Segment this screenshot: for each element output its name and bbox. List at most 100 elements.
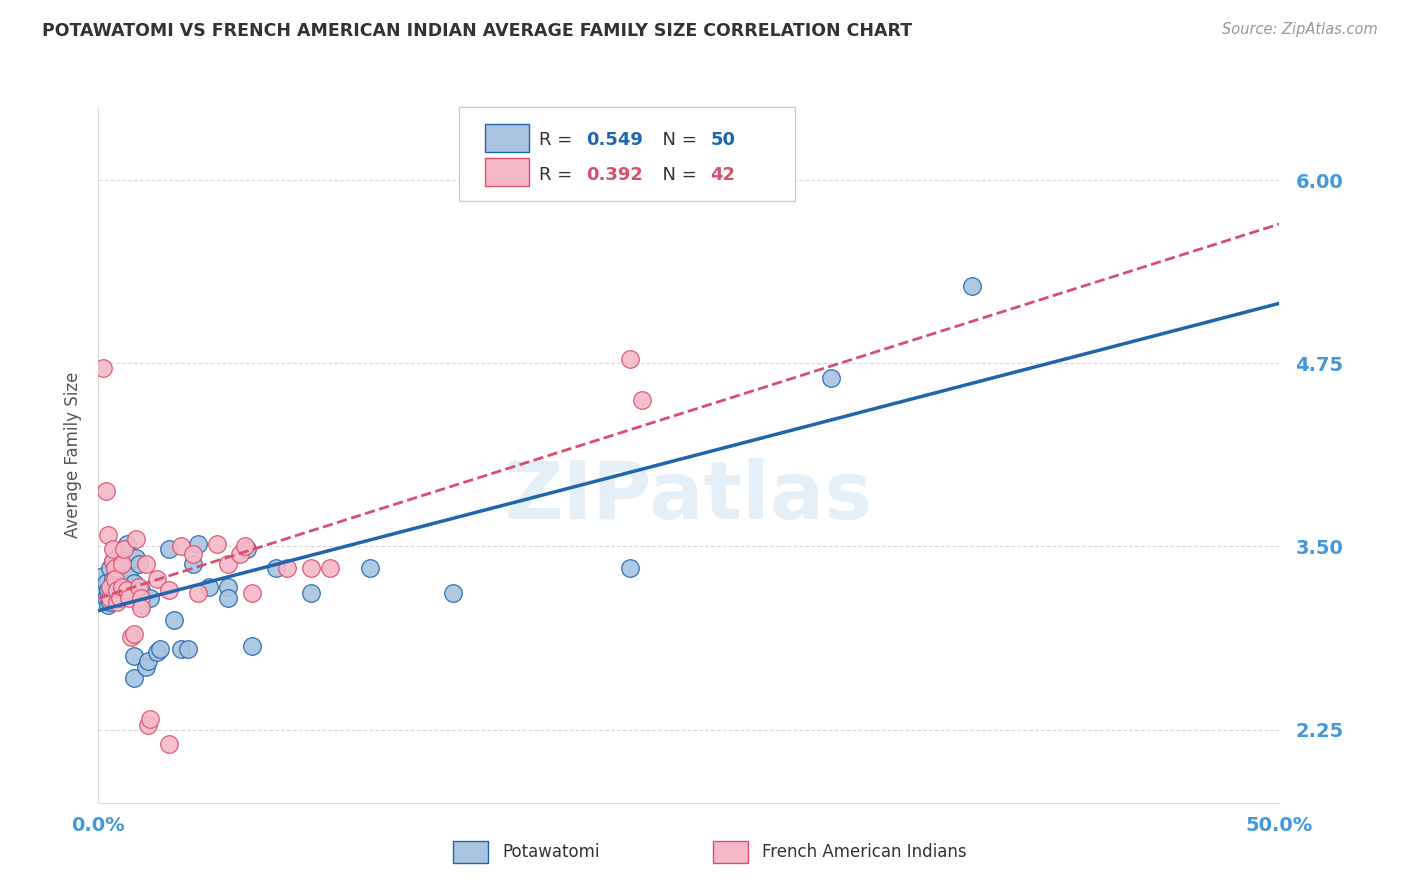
- Point: [135, 659, 157, 673]
- Point: [619, 351, 641, 366]
- Point: [136, 654, 159, 668]
- Point: [233, 540, 256, 554]
- Point: [146, 572, 169, 586]
- Point: [619, 561, 641, 575]
- Point: [101, 554, 124, 568]
- FancyBboxPatch shape: [713, 841, 748, 863]
- Point: [111, 557, 134, 571]
- Point: [122, 649, 145, 664]
- Point: [91, 568, 114, 582]
- Point: [128, 581, 150, 595]
- Point: [108, 591, 131, 605]
- Point: [105, 595, 128, 609]
- Point: [299, 561, 322, 575]
- Point: [121, 630, 143, 644]
- Point: [157, 737, 180, 751]
- Point: [115, 536, 138, 550]
- Point: [139, 712, 162, 726]
- Point: [146, 645, 169, 659]
- Point: [163, 613, 186, 627]
- Text: 50: 50: [710, 131, 735, 149]
- Point: [319, 561, 342, 575]
- Text: 42: 42: [710, 166, 735, 184]
- Point: [177, 642, 200, 657]
- Point: [111, 583, 134, 598]
- FancyBboxPatch shape: [485, 124, 530, 153]
- Point: [94, 591, 117, 605]
- FancyBboxPatch shape: [453, 841, 488, 863]
- Point: [129, 591, 152, 605]
- Point: [181, 547, 204, 561]
- Point: [104, 586, 127, 600]
- Point: [276, 561, 298, 575]
- Point: [962, 278, 984, 293]
- Point: [105, 591, 128, 605]
- Point: [104, 561, 127, 575]
- FancyBboxPatch shape: [485, 158, 530, 186]
- Point: [820, 371, 842, 385]
- Point: [122, 576, 145, 591]
- Point: [181, 557, 204, 571]
- Point: [118, 591, 141, 605]
- Point: [135, 557, 157, 571]
- Point: [205, 536, 228, 550]
- Point: [111, 581, 134, 595]
- Point: [157, 583, 180, 598]
- Point: [170, 540, 193, 554]
- Point: [94, 483, 117, 498]
- Point: [122, 671, 145, 685]
- Point: [129, 583, 152, 598]
- Point: [217, 591, 239, 605]
- Point: [97, 598, 120, 612]
- Point: [129, 601, 152, 615]
- Point: [101, 542, 124, 557]
- Point: [198, 581, 221, 595]
- Point: [122, 627, 145, 641]
- Point: [240, 586, 263, 600]
- Point: [91, 360, 114, 375]
- Y-axis label: Average Family Size: Average Family Size: [63, 372, 82, 538]
- Point: [90, 581, 112, 595]
- Point: [112, 542, 135, 557]
- Point: [236, 542, 259, 557]
- Point: [187, 586, 209, 600]
- Point: [105, 583, 128, 598]
- Point: [97, 527, 120, 541]
- Point: [240, 639, 263, 653]
- Text: French American Indians: French American Indians: [762, 843, 967, 861]
- Text: N =: N =: [651, 131, 703, 149]
- Point: [125, 532, 148, 546]
- Text: POTAWATOMI VS FRENCH AMERICAN INDIAN AVERAGE FAMILY SIZE CORRELATION CHART: POTAWATOMI VS FRENCH AMERICAN INDIAN AVE…: [42, 22, 912, 40]
- Text: ZIPatlas: ZIPatlas: [505, 458, 873, 536]
- Point: [108, 547, 131, 561]
- Text: R =: R =: [538, 131, 578, 149]
- Text: 0.549: 0.549: [586, 131, 643, 149]
- Point: [98, 581, 121, 595]
- Point: [125, 551, 148, 566]
- FancyBboxPatch shape: [458, 107, 796, 201]
- Point: [187, 536, 209, 550]
- Point: [157, 542, 180, 557]
- Point: [170, 642, 193, 657]
- Text: N =: N =: [651, 166, 703, 184]
- Point: [229, 547, 252, 561]
- Point: [104, 581, 127, 595]
- Point: [359, 561, 381, 575]
- Point: [149, 642, 172, 657]
- Point: [299, 586, 322, 600]
- Text: 0.392: 0.392: [586, 166, 643, 184]
- Text: R =: R =: [538, 166, 578, 184]
- Point: [111, 557, 134, 571]
- Point: [128, 557, 150, 571]
- Point: [101, 554, 124, 568]
- Point: [97, 583, 120, 598]
- Point: [98, 591, 121, 605]
- Point: [630, 392, 652, 407]
- Text: Potawatomi: Potawatomi: [502, 843, 600, 861]
- Point: [105, 568, 128, 582]
- Text: Source: ZipAtlas.com: Source: ZipAtlas.com: [1222, 22, 1378, 37]
- Point: [98, 561, 121, 575]
- Point: [129, 598, 152, 612]
- Point: [101, 572, 124, 586]
- Point: [118, 568, 141, 582]
